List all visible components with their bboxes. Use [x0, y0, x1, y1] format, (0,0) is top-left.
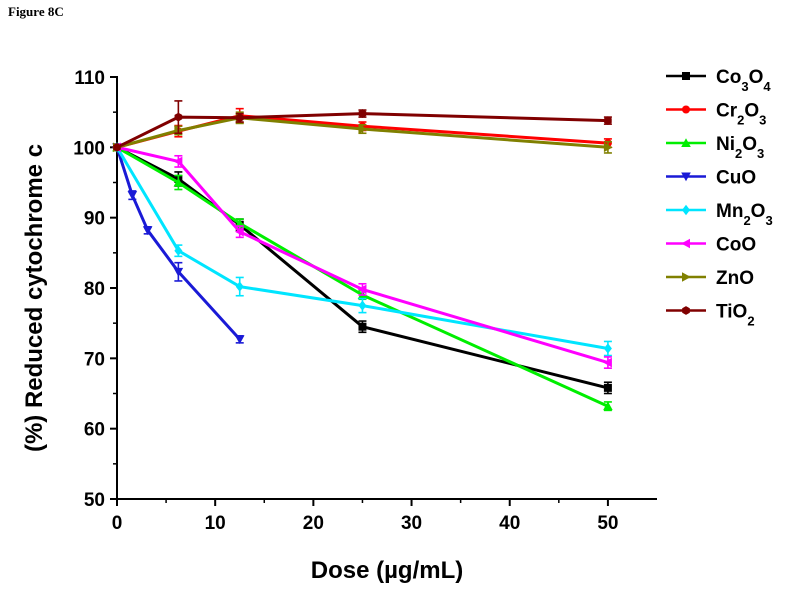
legend-entry-TiO2: TiO2 — [666, 302, 755, 329]
data-point — [603, 142, 613, 153]
data-point — [603, 343, 612, 354]
legend-entry-CoO: CoO — [666, 235, 756, 256]
data-point — [235, 281, 244, 292]
y-tick-label: 50 — [84, 490, 105, 511]
legend-label: CuO — [716, 168, 756, 189]
data-point — [142, 226, 153, 236]
legend-label: ZnO — [716, 268, 754, 289]
x-axis-title: Dose (µg/mL) — [311, 557, 464, 584]
x-tick-label: 0 — [112, 513, 123, 534]
data-point — [174, 112, 183, 122]
data-point — [234, 335, 245, 345]
data-point — [358, 109, 367, 118]
y-tick-label: 60 — [84, 420, 105, 441]
y-tick-label: 80 — [84, 279, 105, 300]
legend-marker — [681, 172, 691, 182]
data-point — [357, 284, 367, 295]
legend-label: TiO2 — [716, 302, 755, 329]
legend-entry-Ni2O3: Ni2O3 — [666, 134, 764, 161]
legend-entry-ZnO: ZnO — [666, 268, 754, 289]
data-point — [234, 218, 245, 228]
data-point — [173, 267, 184, 277]
legend-entry-Cr2O3: Cr2O3 — [666, 101, 766, 128]
data-point — [603, 383, 612, 392]
series-line — [116, 145, 609, 408]
y-tick-label: 70 — [84, 349, 105, 370]
data-point — [604, 116, 612, 126]
data-point — [603, 357, 612, 368]
legend-label: CoO — [716, 235, 756, 256]
legend-label: Mn2O3 — [716, 201, 773, 228]
legend-marker — [682, 72, 690, 80]
y-tick-label: 110 — [74, 68, 105, 89]
series-Co3O4 — [113, 143, 612, 395]
x-tick-label: 50 — [597, 513, 618, 534]
legend-entry-CuO: CuO — [666, 168, 756, 189]
legend-label: Co3O4 — [716, 67, 771, 94]
data-point — [603, 401, 613, 411]
series-TiO2 — [113, 100, 612, 152]
data-point — [234, 226, 244, 237]
legend: Co3O4 Cr2O3 Ni2O3 CuO Mn2O3 CoO ZnO TiO2 — [666, 67, 773, 328]
legend-entry-Mn2O3: Mn2O3 — [666, 201, 773, 228]
legend-label: Cr2O3 — [716, 101, 766, 128]
legend-entry-Co3O4: Co3O4 — [666, 67, 771, 94]
legend-marker — [682, 105, 690, 114]
legend-marker — [681, 238, 690, 249]
figure-label: Figure 8C — [8, 4, 64, 19]
x-tick-label: 20 — [303, 513, 324, 534]
legend-label: Ni2O3 — [716, 134, 764, 161]
series-line — [116, 145, 609, 390]
x-tick-label: 10 — [205, 513, 226, 534]
legend-marker — [682, 272, 691, 282]
x-tick-label: 40 — [499, 513, 520, 534]
data-point — [358, 322, 367, 331]
y-axis-title: (%) Reduced cytochrome c — [21, 144, 48, 452]
data-point — [174, 245, 183, 256]
axes: 0 10 20 30 40 50 50 60 70 80 90 100 110 — [73, 68, 657, 534]
data-point — [358, 124, 368, 134]
series-CoO — [112, 142, 612, 369]
legend-marker — [681, 138, 691, 147]
legend-marker — [682, 204, 690, 216]
x-tick-label: 30 — [401, 513, 422, 534]
data-point — [358, 300, 367, 311]
legend-marker — [682, 306, 690, 315]
y-tick-label: 90 — [84, 209, 105, 230]
data-point — [173, 177, 184, 187]
data-point — [235, 113, 244, 123]
series-CuO — [112, 143, 245, 345]
data-point — [127, 191, 138, 200]
data-point — [113, 142, 121, 152]
y-tick-label: 100 — [73, 138, 105, 159]
plot-area — [112, 100, 613, 412]
data-point — [173, 156, 183, 167]
